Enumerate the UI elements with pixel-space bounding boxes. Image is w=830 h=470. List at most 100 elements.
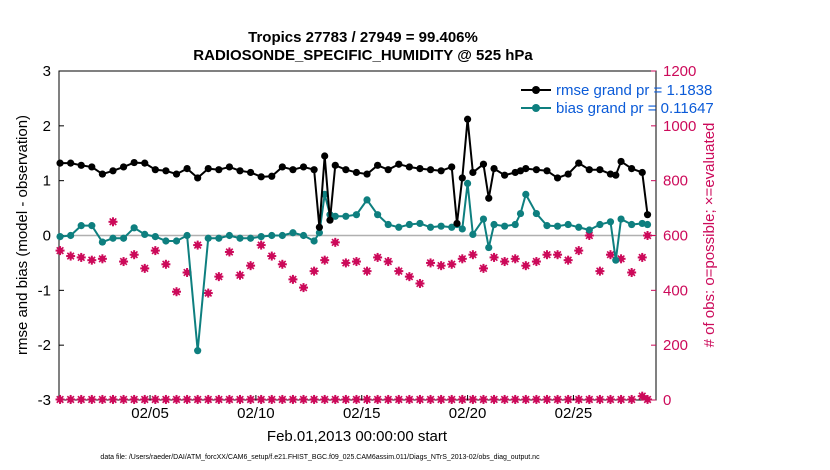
rmse-point	[215, 166, 223, 174]
obs_possible-point	[330, 237, 340, 247]
rmse-point	[77, 161, 85, 169]
obs_evaluated-point	[373, 394, 383, 404]
rmse-point	[109, 167, 117, 175]
obs_evaluated-point	[214, 394, 224, 404]
obs_evaluated-point	[224, 394, 234, 404]
y-tick-label: 3	[43, 63, 51, 80]
legend-bias-label: bias grand pr = 0.11647	[556, 100, 714, 117]
bias-point	[194, 347, 202, 355]
obs_evaluated-point	[76, 394, 86, 404]
rmse-point	[448, 163, 456, 171]
rmse-point	[141, 159, 149, 167]
obs_evaluated-point	[309, 394, 319, 404]
obs_possible-point	[246, 261, 256, 271]
x-tick-label: 02/20	[449, 405, 487, 422]
obs_possible-point	[66, 251, 76, 261]
rmse-point	[130, 158, 138, 167]
bias-point	[225, 231, 234, 240]
bias-point	[553, 222, 562, 230]
rmse-point	[289, 166, 297, 174]
rmse-point	[585, 166, 593, 174]
obs_possible-point	[574, 246, 584, 256]
obs_possible-point	[351, 257, 361, 267]
rmse-point	[257, 173, 265, 181]
x-tick-label: 02/05	[131, 405, 169, 422]
obs_possible-point	[203, 288, 213, 298]
obs_evaluated-point	[267, 394, 277, 404]
obs_evaluated-point	[320, 394, 330, 404]
obs_evaluated-point	[171, 394, 181, 404]
y2-tick-label: 1000	[663, 118, 696, 135]
x-tick-label: 02/10	[237, 405, 275, 422]
bias-point	[511, 220, 519, 229]
rmse-point	[453, 219, 461, 228]
y-tick-label: -2	[38, 337, 51, 354]
bias-point	[596, 220, 604, 229]
bias-point	[448, 223, 456, 231]
obs_possible-point	[627, 268, 637, 278]
obs_possible-point	[288, 274, 298, 284]
obs_evaluated-point	[55, 394, 65, 404]
y2-tick-label: 200	[663, 337, 688, 354]
obs_possible-point	[616, 254, 626, 264]
y-tick-label: -1	[38, 282, 51, 299]
obs_evaluated-point	[299, 394, 309, 404]
obs_evaluated-point	[341, 394, 351, 404]
bias-point	[405, 220, 413, 229]
obs_possible-point	[129, 250, 139, 260]
x-tick-label: 02/15	[343, 405, 381, 422]
y2-axis-label: # of obs: o=possible; ×=evaluated	[701, 123, 718, 348]
bias-point	[384, 220, 392, 229]
y-axis-label: rmse and bias (model - observation)	[14, 115, 31, 355]
rmse-point	[405, 163, 413, 171]
obs_possible-point	[447, 259, 457, 269]
obs_evaluated-point	[489, 394, 499, 404]
bias-point	[575, 223, 583, 231]
bias-point	[342, 212, 350, 220]
rmse-point	[352, 168, 361, 177]
rmse-point	[553, 174, 562, 182]
obs_evaluated-point	[129, 394, 139, 404]
obs_possible-point	[193, 240, 203, 250]
obs_possible-point	[436, 261, 446, 271]
rmse-point	[479, 160, 488, 168]
obs_possible-point	[277, 259, 287, 269]
obs_evaluated-point	[383, 394, 393, 404]
bias-point	[585, 226, 593, 234]
obs_evaluated-point	[277, 394, 287, 404]
obs_evaluated-point	[140, 394, 150, 404]
y-tick-label: 0	[43, 228, 51, 245]
bias-point	[463, 179, 472, 188]
obs_possible-point	[108, 217, 118, 227]
obs_possible-point	[119, 257, 129, 267]
obs_possible-point	[87, 255, 97, 265]
bias-point	[236, 234, 244, 242]
bias-point	[628, 220, 636, 229]
rmse-point	[67, 159, 75, 167]
bias-point	[172, 237, 181, 245]
y-tick-label: -3	[38, 392, 51, 409]
bias-point	[617, 215, 625, 223]
bias-point	[352, 211, 361, 219]
bias-point	[543, 222, 551, 230]
bias-point	[426, 223, 435, 231]
obs_evaluated-point	[643, 394, 653, 404]
bias-point	[606, 218, 615, 226]
y2-tick-label: 1200	[663, 63, 696, 80]
rmse-point	[543, 167, 551, 175]
bias-point	[109, 234, 117, 242]
rmse-point	[426, 166, 435, 174]
bias-point	[485, 243, 493, 252]
bias-point	[257, 232, 265, 241]
rmse-point	[575, 159, 583, 167]
rmse-point	[225, 163, 234, 171]
obs_possible-point	[394, 266, 404, 276]
bias-point	[501, 222, 509, 230]
bias-point	[310, 237, 318, 245]
y2-tick-label: 400	[663, 282, 688, 299]
rmse-point	[326, 216, 334, 224]
y-tick-label: 1	[43, 173, 51, 190]
obs_evaluated-point	[468, 394, 478, 404]
bias-point	[612, 256, 620, 264]
obs_evaluated-point	[553, 394, 563, 404]
